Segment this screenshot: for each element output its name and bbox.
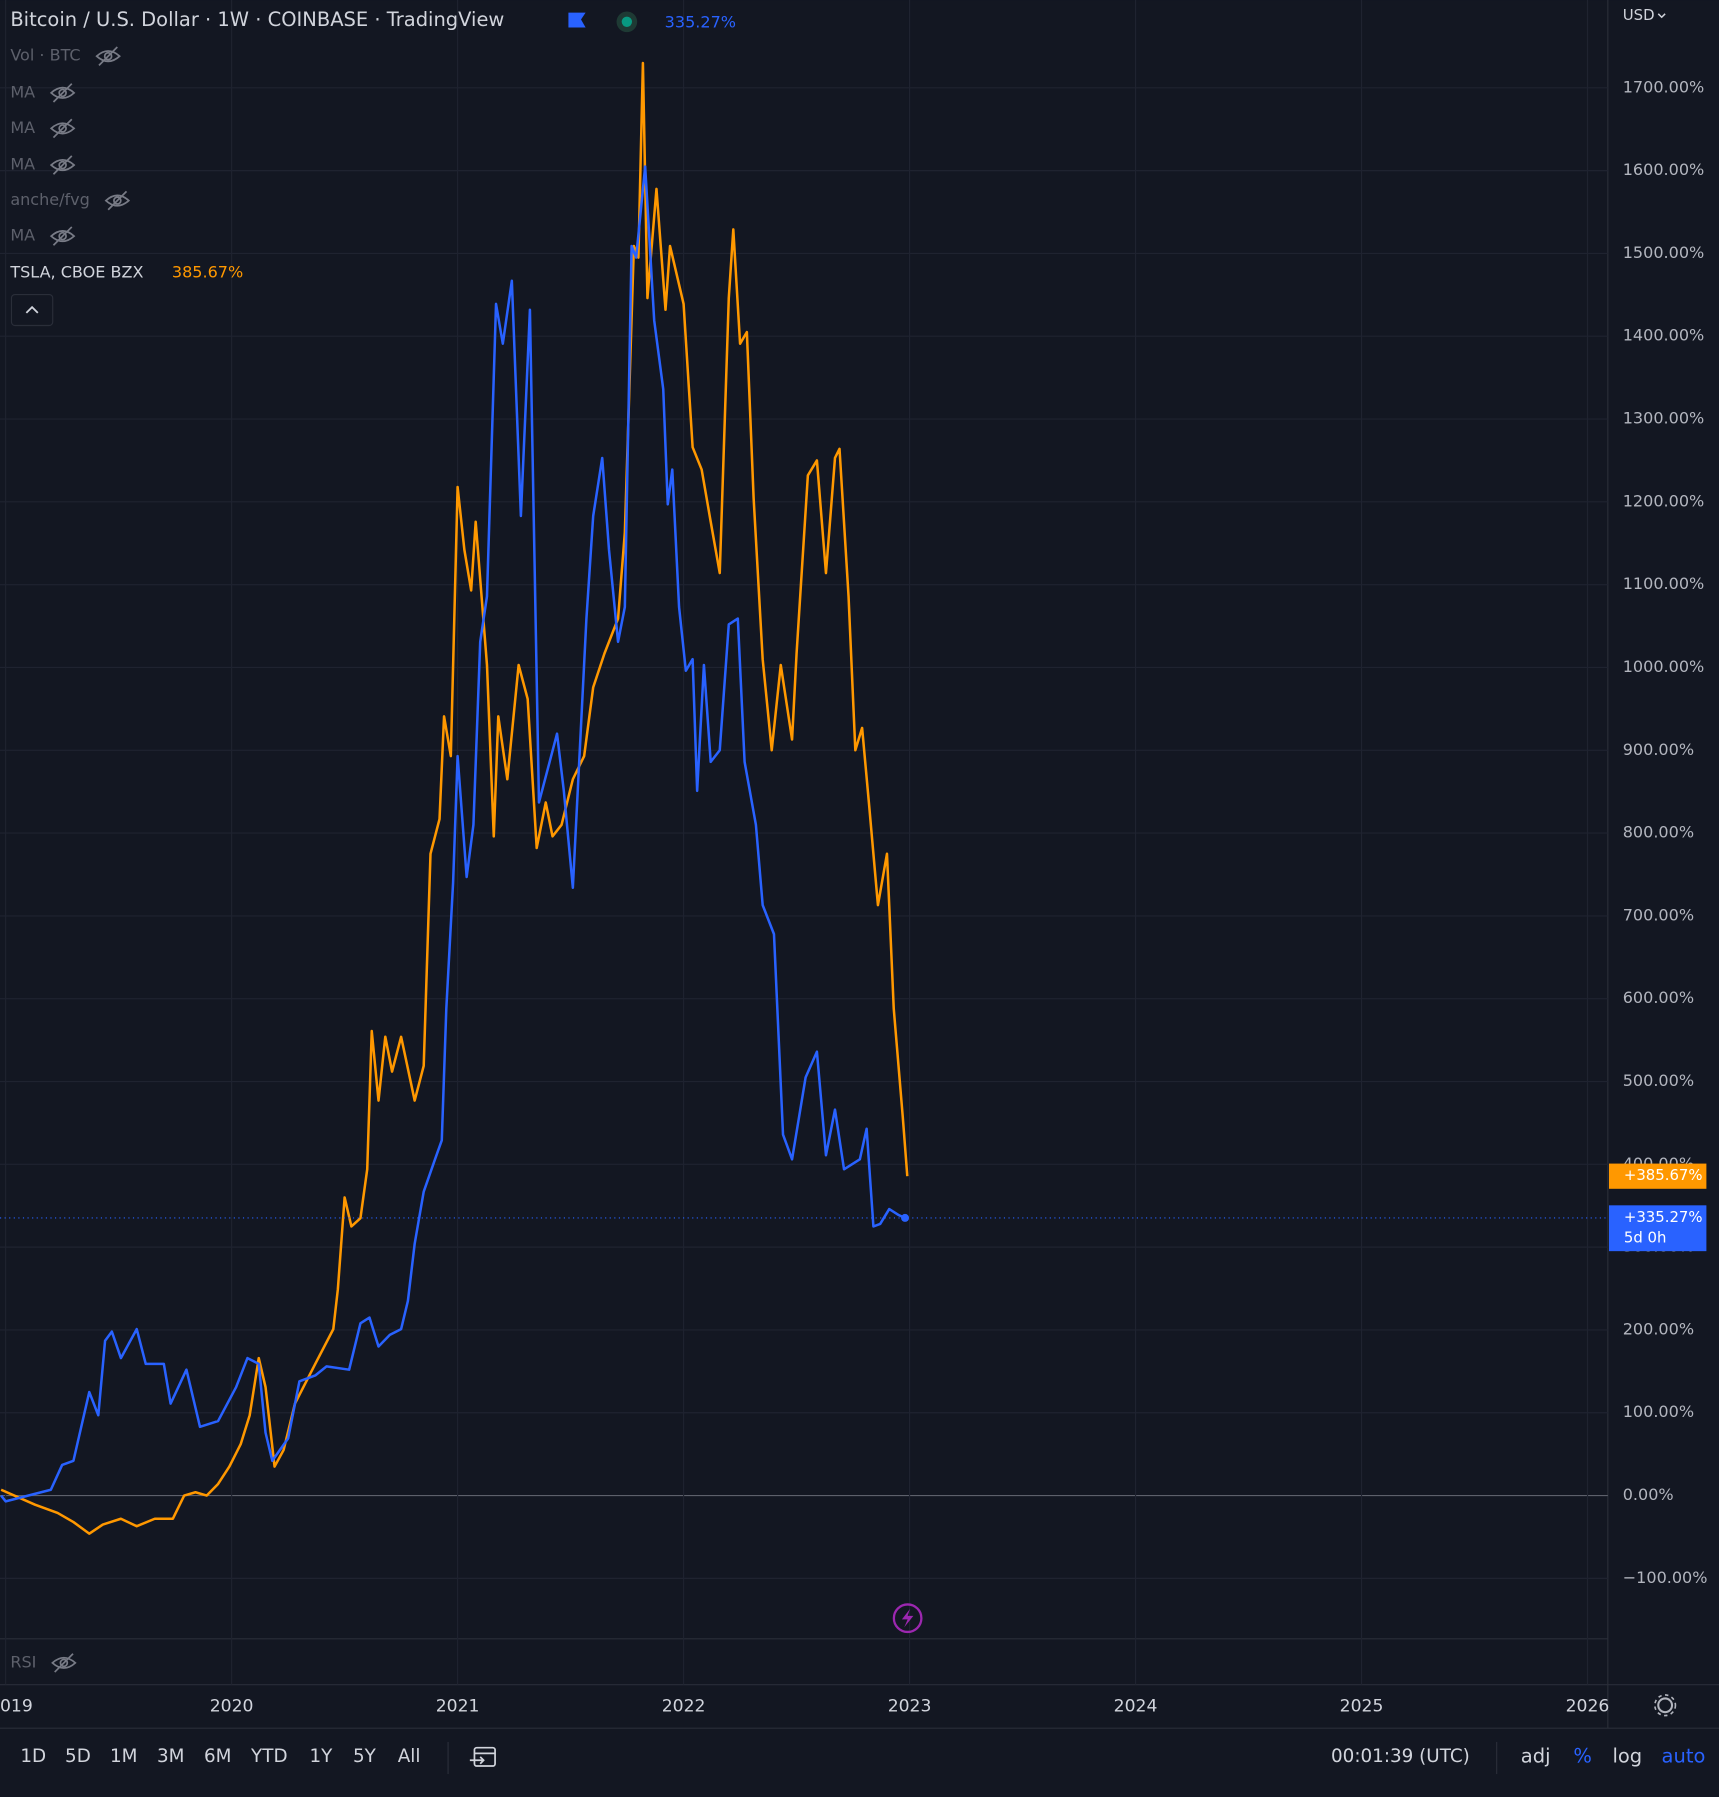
timeframe-button[interactable]: 6M xyxy=(204,1746,231,1767)
settings-icon[interactable] xyxy=(1654,1694,1677,1717)
eye-pupil xyxy=(103,51,113,61)
scale-option[interactable]: auto xyxy=(1662,1744,1706,1767)
hidden-eye-icon[interactable] xyxy=(49,155,76,175)
eye-pupil xyxy=(58,160,67,170)
eye-slash xyxy=(52,226,73,246)
scale-option[interactable]: adj xyxy=(1521,1744,1551,1767)
y-tick-label: 200.00% xyxy=(1623,1319,1694,1338)
countdown-label: 5d 0h xyxy=(1624,1229,1667,1247)
hidden-eye-icon[interactable] xyxy=(104,190,131,211)
price-badge-label: +385.67% xyxy=(1624,1166,1703,1184)
indicator-label[interactable]: RSI xyxy=(10,1652,36,1671)
timeframe-button[interactable]: 1M xyxy=(110,1746,137,1767)
legend-value: 335.27% xyxy=(665,12,736,31)
plot xyxy=(0,61,1608,1535)
y-tick-label: 1100.00% xyxy=(1623,574,1705,593)
last-value-dot xyxy=(901,1213,910,1222)
timeframe-button[interactable]: 3M xyxy=(157,1746,184,1767)
y-tick-label: 500.00% xyxy=(1623,1071,1694,1090)
eye-slash xyxy=(52,118,73,139)
overlay: −100.00%0.00%100.00%200.00%300.00%400.00… xyxy=(0,6,1708,1767)
series-line xyxy=(0,165,906,1503)
indicator-label[interactable]: MA xyxy=(10,82,35,101)
eye-pupil xyxy=(58,231,67,241)
hidden-eye-icon[interactable] xyxy=(51,1653,77,1673)
y-tick-label: 700.00% xyxy=(1623,905,1694,924)
currency-chevron xyxy=(1657,13,1666,19)
hidden-eye-icon[interactable] xyxy=(95,46,121,66)
price-badge xyxy=(1608,1205,1707,1252)
y-tick-label: 1200.00% xyxy=(1623,491,1705,510)
x-tick-label: 2023 xyxy=(888,1696,932,1716)
eye-slash xyxy=(52,155,73,175)
hidden-eye-icon[interactable] xyxy=(49,83,76,103)
eye-slash xyxy=(52,83,73,103)
y-tick-label: 1300.00% xyxy=(1623,409,1705,428)
series-line xyxy=(0,61,909,1535)
timeframe-button[interactable]: 5D xyxy=(65,1746,91,1767)
eye-slash xyxy=(98,46,118,66)
hidden-eye-icon[interactable] xyxy=(49,118,76,139)
timeframe-button[interactable]: 1Y xyxy=(309,1746,333,1767)
clock-label: 00:01:39 (UTC) xyxy=(1331,1746,1470,1767)
eye-pupil xyxy=(58,124,67,133)
currency-label[interactable]: USD xyxy=(1623,6,1655,24)
x-tick-label: 2021 xyxy=(436,1696,480,1716)
price-badge xyxy=(1608,1163,1707,1189)
indicator-label[interactable]: MA xyxy=(10,155,35,174)
y-tick-label: 1500.00% xyxy=(1623,243,1705,262)
y-tick-label: −100.00% xyxy=(1623,1568,1708,1587)
x-tick-label: 2025 xyxy=(1340,1696,1384,1716)
x-tick-label: 2020 xyxy=(210,1696,254,1716)
flag-icon xyxy=(568,12,586,28)
timeframe-button[interactable]: 1D xyxy=(20,1746,46,1767)
indicator-label[interactable]: anche/fvg xyxy=(10,190,90,209)
x-tick-label: 2022 xyxy=(662,1696,706,1716)
collapse-button[interactable] xyxy=(10,293,54,327)
y-tick-label: 600.00% xyxy=(1623,988,1694,1007)
eye-slash xyxy=(107,190,128,211)
legend-title: Bitcoin / U.S. Dollar · 1W · COINBASE · … xyxy=(10,8,504,31)
grid xyxy=(0,0,1608,1685)
y-tick-label: 0.00% xyxy=(1623,1485,1674,1504)
scale-option[interactable]: log xyxy=(1612,1744,1642,1767)
timeframe-button[interactable]: All xyxy=(398,1746,421,1767)
legend-name: TSLA, CBOE BZX xyxy=(9,262,143,281)
indicator-label[interactable]: MA xyxy=(10,118,35,137)
y-tick-label: 100.00% xyxy=(1623,1402,1694,1421)
x-tick-label: 2024 xyxy=(1114,1696,1158,1716)
scale-option[interactable]: % xyxy=(1573,1744,1592,1767)
x-tick-label: 2026 xyxy=(1566,1696,1610,1716)
timeframe-button[interactable]: YTD xyxy=(250,1746,288,1767)
y-tick-label: 900.00% xyxy=(1623,740,1694,759)
hidden-eye-icon[interactable] xyxy=(49,226,76,246)
y-tick-label: 1600.00% xyxy=(1623,160,1705,179)
price-badge-label: +335.27% xyxy=(1624,1208,1703,1226)
eye-pupil xyxy=(58,88,67,98)
date-range-icon[interactable] xyxy=(469,1746,496,1767)
y-tick-label: 1700.00% xyxy=(1623,77,1705,96)
x-tick-label: 019 xyxy=(0,1696,33,1716)
eye-pupil xyxy=(59,1658,69,1668)
eye-pupil xyxy=(113,196,122,205)
status-dot xyxy=(616,11,638,33)
indicator-label[interactable]: Vol · BTC xyxy=(10,46,80,65)
lightning-icon[interactable] xyxy=(892,1603,923,1634)
legend-value: 385.67% xyxy=(172,262,243,281)
indicator-label[interactable]: MA xyxy=(10,226,35,245)
timeframe-button[interactable]: 5Y xyxy=(353,1746,377,1767)
y-tick-label: 800.00% xyxy=(1623,823,1694,842)
y-tick-label: 1000.00% xyxy=(1623,657,1705,676)
eye-slash xyxy=(54,1653,74,1673)
y-tick-label: 1400.00% xyxy=(1623,326,1705,345)
